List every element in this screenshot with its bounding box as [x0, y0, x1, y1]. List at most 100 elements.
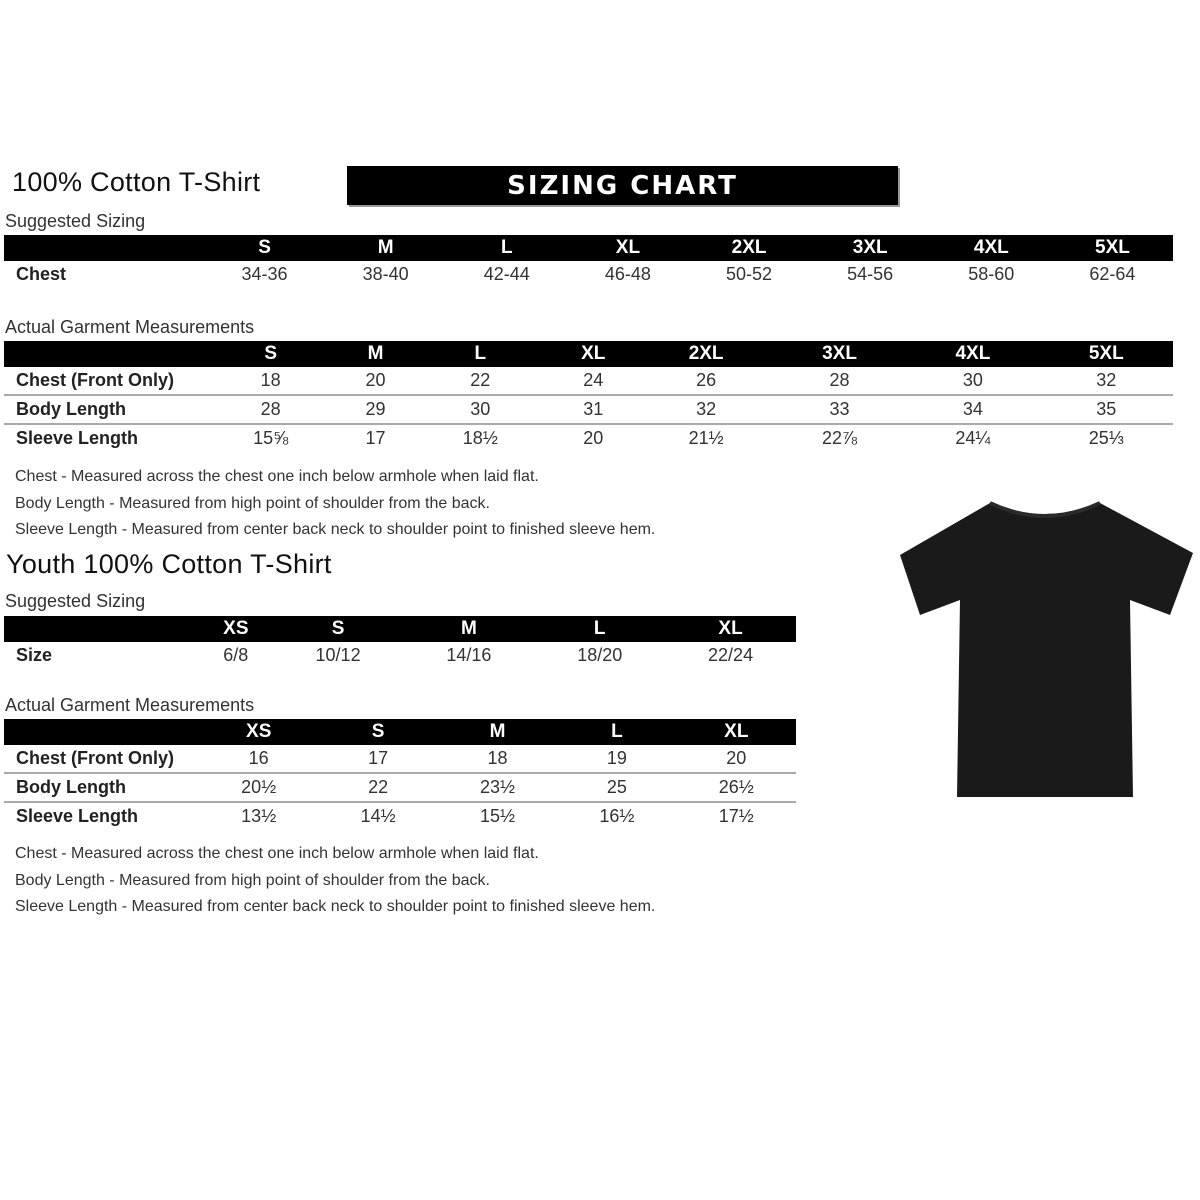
- note-body-length: Body Length - Measured from high point o…: [15, 871, 490, 889]
- size-header: XL: [676, 719, 796, 745]
- note-chest: Chest - Measured across the chest one in…: [15, 845, 539, 862]
- table-row: Body Length 28 29 30 31 32 33 34 35: [4, 395, 1173, 425]
- table-cell: 22⅞: [821, 428, 858, 448]
- table-cell: 14/16: [446, 645, 492, 665]
- size-header: 2XL: [639, 341, 773, 367]
- table-cell: 35: [1039, 395, 1173, 425]
- size-header: S: [204, 235, 326, 261]
- table-cell: 34: [906, 395, 1040, 425]
- table-cell: 54-56: [847, 264, 894, 284]
- table-cell: 28: [204, 395, 338, 425]
- table-cell: 20½: [199, 773, 319, 803]
- note-body-length: Body Length - Measured from high point o…: [15, 494, 490, 512]
- size-header-row: XS S M L XL: [4, 616, 796, 642]
- table-cell: 20: [583, 428, 604, 448]
- table-cell: 20: [337, 367, 414, 396]
- table-row: Chest 34-36 38-40 42-44 46-48 50-52 54-56 58-60…: [4, 261, 1173, 288]
- adult-actual-table: S M L XL 2XL 3XL 4XL 5XL Chest (Front Only) 18 20 2…: [4, 341, 1173, 452]
- black-tshirt-icon: [900, 501, 1193, 797]
- size-header: XL: [547, 341, 640, 367]
- table-cell: 38-40: [362, 264, 409, 284]
- table-cell: 18½: [462, 428, 498, 448]
- table-cell: 30: [906, 367, 1040, 396]
- size-header: 4XL: [930, 235, 1052, 261]
- table-cell: 18: [437, 745, 558, 774]
- youth-suggested-label: Suggested Sizing: [5, 591, 146, 611]
- size-header: XS: [199, 719, 319, 745]
- adult-suggested-label: Suggested Sizing: [5, 211, 146, 231]
- size-header: 3XL: [809, 235, 931, 261]
- table-cell: 32: [1039, 367, 1173, 396]
- table-cell: 24¼: [955, 428, 991, 448]
- table-row: Chest (Front Only) 16 17 18 19 20: [4, 745, 796, 774]
- row-label: Chest (Front Only): [4, 745, 199, 774]
- note-sleeve-length: Sleeve Length - Measured from center bac…: [15, 521, 656, 538]
- size-header: M: [337, 341, 414, 367]
- table-cell: 18/20: [577, 645, 623, 665]
- size-header: XS: [199, 616, 273, 642]
- size-header: XL: [567, 235, 689, 261]
- table-row: Body Length 20½ 22 23½ 25 26½: [4, 773, 796, 803]
- table-cell: 15⅝: [253, 428, 289, 448]
- size-header-row: XS S M L XL: [4, 719, 796, 745]
- size-header: L: [446, 235, 568, 261]
- table-cell: 30: [413, 395, 548, 425]
- sizing-chart-banner: SIZING CHART: [347, 166, 898, 205]
- youth-suggested-table: XS S M L XL Size 6/8 10/12 14/16 18/20 22/24: [4, 616, 796, 669]
- size-header: S: [204, 341, 338, 367]
- table-cell: 25⅓: [1088, 428, 1124, 448]
- adult-suggested-table: S M L XL 2XL 3XL 4XL 5XL Chest 34-36 38-40 42-44 46-…: [4, 235, 1173, 288]
- size-header: S: [318, 719, 438, 745]
- table-cell: 32: [639, 395, 773, 425]
- table-cell: 16: [199, 745, 319, 774]
- size-header: M: [403, 616, 535, 642]
- adult-actual-label: Actual Garment Measurements: [5, 317, 255, 337]
- table-cell: 17: [365, 428, 386, 448]
- table-cell: 17: [318, 745, 438, 774]
- size-header: M: [325, 235, 447, 261]
- table-cell: 34-36: [241, 264, 288, 284]
- adult-notes: Chest - Measured across the chest one in…: [15, 464, 655, 544]
- size-header: M: [437, 719, 558, 745]
- row-label: Sleeve Length: [16, 428, 139, 448]
- table-cell: 26½: [676, 773, 796, 803]
- table-cell: 23½: [437, 773, 558, 803]
- table-cell: 10/12: [315, 645, 361, 665]
- table-cell: 15½: [479, 806, 515, 826]
- table-cell: 24: [547, 367, 640, 396]
- size-header: L: [557, 719, 677, 745]
- table-cell: 26: [639, 367, 773, 396]
- row-label: Sleeve Length: [16, 806, 139, 826]
- table-cell: 29: [337, 395, 414, 425]
- youth-notes: Chest - Measured across the chest one in…: [15, 841, 655, 921]
- row-label: Body Length: [4, 773, 199, 803]
- table-row: Sleeve Length 13½ 14½ 15½ 16½ 17½: [4, 802, 796, 830]
- row-label: Chest: [16, 264, 67, 284]
- table-cell: 22/24: [708, 645, 754, 665]
- adult-title: 100% Cotton T-Shirt: [12, 167, 261, 197]
- table-row: Chest (Front Only) 18 20 22 24 26 28 30 32: [4, 367, 1173, 396]
- table-cell: 22: [413, 367, 548, 396]
- table-cell: 17½: [718, 806, 754, 826]
- table-cell: 18: [204, 367, 338, 396]
- size-header: 4XL: [906, 341, 1040, 367]
- table-cell: 58-60: [968, 264, 1015, 284]
- table-cell: 62-64: [1089, 264, 1136, 284]
- youth-title: Youth 100% Cotton T-Shirt: [6, 549, 332, 579]
- table-row: Size 6/8 10/12 14/16 18/20 22/24: [4, 642, 796, 669]
- youth-actual-table: XS S M L XL Chest (Front Only) 16 17 18 19 20 Body …: [4, 719, 796, 830]
- size-header-row: S M L XL 2XL 3XL 4XL 5XL: [4, 341, 1173, 367]
- table-cell: 33: [772, 395, 907, 425]
- size-header: 5XL: [1051, 235, 1173, 261]
- table-cell: 13½: [241, 806, 277, 826]
- row-label: Chest (Front Only): [4, 367, 204, 396]
- table-cell: 42-44: [483, 264, 530, 284]
- table-cell: 16½: [599, 806, 635, 826]
- table-cell: 31: [547, 395, 640, 425]
- size-header: XL: [665, 616, 796, 642]
- table-cell: 25: [557, 773, 677, 803]
- size-header: 2XL: [688, 235, 810, 261]
- size-header: 3XL: [772, 341, 907, 367]
- table-cell: 20: [676, 745, 796, 774]
- note-sleeve-length: Sleeve Length - Measured from center bac…: [15, 898, 656, 915]
